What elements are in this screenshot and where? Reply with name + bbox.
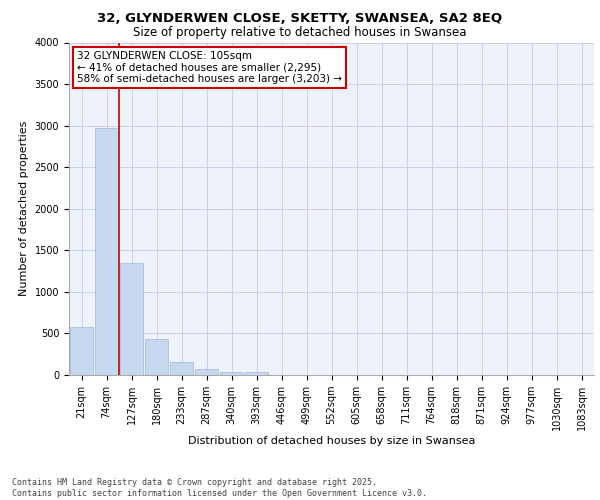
X-axis label: Distribution of detached houses by size in Swansea: Distribution of detached houses by size … — [188, 436, 475, 446]
Y-axis label: Number of detached properties: Number of detached properties — [19, 121, 29, 296]
Text: 32 GLYNDERWEN CLOSE: 105sqm
← 41% of detached houses are smaller (2,295)
58% of : 32 GLYNDERWEN CLOSE: 105sqm ← 41% of det… — [77, 51, 342, 84]
Text: 32, GLYNDERWEN CLOSE, SKETTY, SWANSEA, SA2 8EQ: 32, GLYNDERWEN CLOSE, SKETTY, SWANSEA, S… — [97, 12, 503, 26]
Bar — [95, 128, 118, 375]
Bar — [145, 340, 169, 375]
Bar — [194, 369, 218, 375]
Text: Size of property relative to detached houses in Swansea: Size of property relative to detached ho… — [133, 26, 467, 39]
Bar — [220, 372, 244, 375]
Bar — [170, 362, 193, 375]
Bar — [119, 263, 143, 375]
Bar — [70, 327, 94, 375]
Text: Contains HM Land Registry data © Crown copyright and database right 2025.
Contai: Contains HM Land Registry data © Crown c… — [12, 478, 427, 498]
Bar — [245, 372, 268, 375]
